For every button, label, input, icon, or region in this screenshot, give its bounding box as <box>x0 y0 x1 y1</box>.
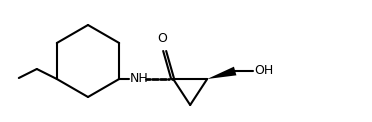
Text: O: O <box>157 32 167 45</box>
Text: OH: OH <box>254 65 273 77</box>
Text: NH: NH <box>130 72 149 86</box>
Polygon shape <box>207 67 237 79</box>
